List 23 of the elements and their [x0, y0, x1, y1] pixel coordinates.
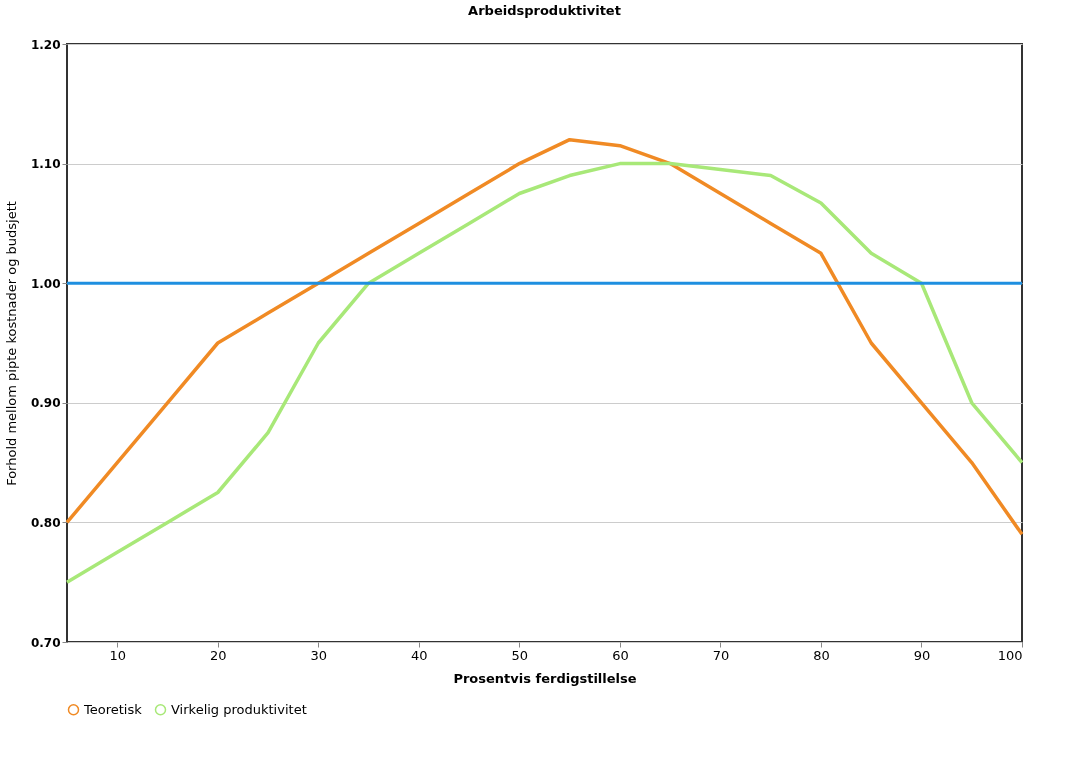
- x-tick-label: 90: [913, 647, 931, 663]
- x-tick-label: 80: [813, 647, 830, 663]
- y-tick-label: 0.80: [30, 515, 61, 530]
- x-tick-label: 70: [712, 647, 730, 663]
- x-tick-label: 50: [511, 647, 529, 663]
- line-series: [65, 161, 1024, 584]
- legend-label: Virkelig produktivitet: [171, 701, 307, 717]
- x-axis-title: Prosentvis ferdigstillelse: [453, 670, 637, 686]
- y-tick-label: 1.20: [30, 37, 61, 52]
- chart-title: Arbeidsproduktivitet: [468, 3, 621, 18]
- x-tick-label: 10: [109, 647, 127, 663]
- x-tick-label: 20: [210, 647, 227, 663]
- y-tick-label: 1.00: [30, 276, 61, 291]
- y-tick-label: 1.10: [30, 157, 61, 172]
- legend-label: Teoretisk: [83, 701, 143, 717]
- x-tick-label: 30: [310, 647, 328, 663]
- y-tick-label: 0.90: [30, 396, 61, 411]
- y-tick-label: 0.70: [30, 635, 61, 650]
- x-tick-label: 40: [411, 647, 428, 663]
- x-tick-label: 60: [612, 647, 629, 663]
- x-tick-label: 100: [997, 647, 1023, 663]
- y-axis-title: Forhold mellom pipte kostnader og budsjett: [3, 201, 19, 486]
- line-series: [65, 137, 1024, 537]
